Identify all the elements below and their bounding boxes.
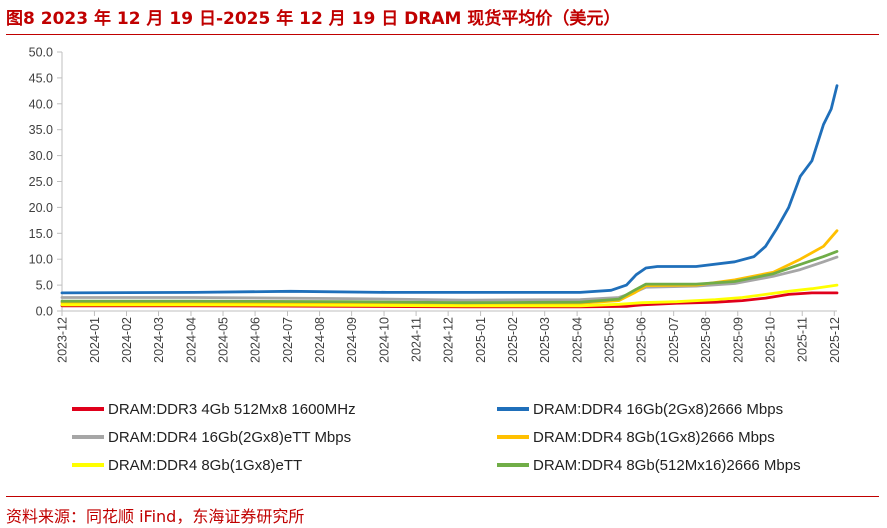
y-tick-label: 45.0 <box>29 71 53 85</box>
legend-swatch <box>72 463 104 467</box>
x-tick-label: 2025-03 <box>538 317 552 363</box>
legend-label: DRAM:DDR3 4Gb 512Mx8 1600MHz <box>108 400 356 418</box>
x-tick-label: 2024-08 <box>313 317 327 363</box>
legend-item: DRAM:DDR3 4Gb 512Mx8 1600MHz <box>72 398 356 420</box>
x-tick-label: 2025-11 <box>796 317 810 362</box>
source-note: 资料来源：同花顺 iFind，东海证券研究所 <box>6 507 305 526</box>
x-tick-label: 2024-10 <box>378 317 392 363</box>
x-tick-label: 2025-04 <box>571 317 585 363</box>
y-tick-label: 40.0 <box>29 97 53 111</box>
legend-label: DRAM:DDR4 16Gb(2Gx8)2666 Mbps <box>533 400 784 418</box>
x-tick-label: 2025-06 <box>635 317 649 363</box>
legend-item: DRAM:DDR4 8Gb(1Gx8)2666 Mbps <box>497 426 775 448</box>
x-tick-label: 2025-02 <box>506 317 520 363</box>
legend-item: DRAM:DDR4 16Gb(2Gx8)eTT Mbps <box>72 426 351 448</box>
x-tick-label: 2025-07 <box>667 317 681 363</box>
x-tick-label: 2024-06 <box>249 317 263 363</box>
y-tick-label: 15.0 <box>29 227 53 241</box>
y-tick-label: 20.0 <box>29 201 53 215</box>
x-tick-label: 2024-02 <box>120 317 134 363</box>
x-tick-label: 2024-05 <box>217 317 231 363</box>
series-line-4 <box>60 229 839 306</box>
legend-swatch <box>497 435 529 439</box>
legend-item: DRAM:DDR4 8Gb(512Mx16)2666 Mbps <box>497 454 801 476</box>
legend-label: DRAM:DDR4 16Gb(2Gx8)eTT Mbps <box>108 428 352 446</box>
legend-swatch <box>72 407 104 411</box>
source-divider <box>6 496 879 497</box>
series-line-6 <box>60 249 839 305</box>
x-tick-label: 2025-09 <box>731 317 745 363</box>
x-tick-label: 2024-03 <box>152 317 166 363</box>
legend-swatch <box>497 463 529 467</box>
legend-label: DRAM:DDR4 8Gb(512Mx16)2666 Mbps <box>533 456 801 474</box>
x-tick-label: 2025-01 <box>474 317 488 363</box>
chart-legend: DRAM:DDR3 4Gb 512Mx8 1600MHz DRAM:DDR4 16… <box>0 396 887 496</box>
x-tick-label: 2025-08 <box>699 317 713 363</box>
line-chart: 0.0 5.0 10.0 15.0 20.0 25.0 30.0 35.0 40.0 45.0 50… <box>29 46 842 363</box>
x-tick-label: 2024-11 <box>410 317 424 362</box>
y-tick-label: 30.0 <box>29 149 53 163</box>
x-tick-label: 2025-10 <box>764 317 778 363</box>
y-tick-label: 25.0 <box>29 175 53 189</box>
y-tick-label: 50.0 <box>29 46 53 60</box>
x-tick-label: 2023-12 <box>56 317 70 363</box>
y-tick-label: 0.0 <box>36 305 53 319</box>
page-title: 图8 2023 年 12 月 19 日-2025 年 12 月 19 日 DRA… <box>6 9 621 29</box>
x-tick-label: 2024-12 <box>442 317 456 363</box>
x-tick-label: 2024-04 <box>184 317 198 363</box>
y-tick-label: 5.0 <box>36 279 53 293</box>
x-tick-label: 2024-07 <box>281 317 295 363</box>
x-tick-label: 2024-01 <box>88 317 102 363</box>
y-tick-label: 10.0 <box>29 253 53 267</box>
title-divider <box>6 34 879 35</box>
x-tick-label: 2024-09 <box>345 317 359 363</box>
series-line-5 <box>60 283 839 308</box>
legend-swatch <box>72 435 104 439</box>
legend-item: DRAM:DDR4 8Gb(1Gx8)eTT <box>72 454 302 476</box>
y-tick-label: 35.0 <box>29 123 53 137</box>
legend-swatch <box>497 407 529 411</box>
legend-label: DRAM:DDR4 8Gb(1Gx8)2666 Mbps <box>533 428 775 446</box>
x-tick-label: 2025-05 <box>603 317 617 363</box>
legend-item: DRAM:DDR4 16Gb(2Gx8)2666 Mbps <box>497 398 783 420</box>
legend-label: DRAM:DDR4 8Gb(1Gx8)eTT <box>108 456 303 474</box>
series-line-2 <box>60 84 839 295</box>
x-tick-label: 2025-12 <box>828 317 842 363</box>
